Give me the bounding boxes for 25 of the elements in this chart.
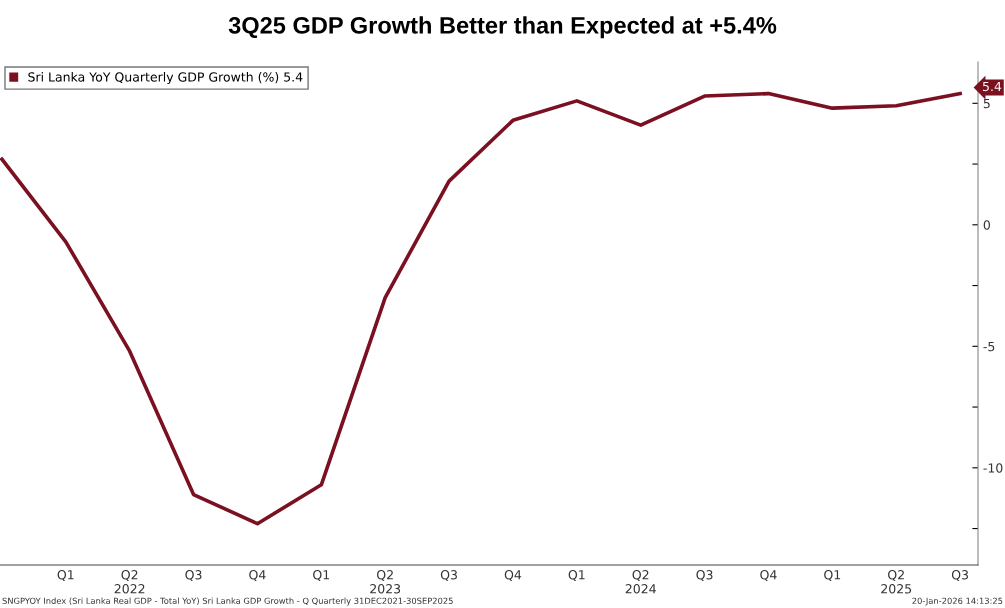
x-tick-label: Q3 xyxy=(951,570,969,581)
x-tick-label: Q1 xyxy=(313,570,330,581)
x-tick-label: Q1 xyxy=(568,570,585,581)
x-tick-label: Q1 xyxy=(57,570,74,581)
y-tick-label: 0 xyxy=(983,220,990,230)
x-tick-label: Q2 2022 xyxy=(114,570,145,594)
text: 20-Jan-2026 14:13:25 xyxy=(912,597,1003,606)
x-tick-label: Q3 xyxy=(440,570,457,581)
text: SNGPYOY Index (Sri Lanka Real GDP - Total YoY) Sri Lanka GDP Growth - Q Quarterly 31DEC2021-30SEP2025 xyxy=(2,597,453,606)
y-tick-label: -5 xyxy=(983,341,995,352)
x-tick-label: Q4 xyxy=(760,570,777,581)
line-series xyxy=(0,91,962,526)
y-tick-label: -10 xyxy=(983,463,1003,473)
x-tick-label: Q4 xyxy=(504,570,522,581)
x-tick-label: Q3 xyxy=(696,570,713,581)
x-tick-label: Q2 2025 xyxy=(881,570,912,594)
y-tick-label: 5 xyxy=(983,98,990,109)
x-tick-label: Q4 xyxy=(249,570,266,581)
chart-title: 3Q25 GDP Growth Better than Expected at +5.4% xyxy=(228,16,777,39)
x-tick-label: Q3 xyxy=(185,570,202,581)
x-tick-label: Q1 xyxy=(824,570,841,581)
x-tick-label: Q2 2023 xyxy=(370,570,401,594)
data-label: 5.4 xyxy=(982,81,1002,92)
x-tick-label: Q2 2024 xyxy=(625,570,656,594)
legend-label: Sri Lanka YoY Quarterly GDP Growth (%) 5.4 xyxy=(28,72,303,85)
